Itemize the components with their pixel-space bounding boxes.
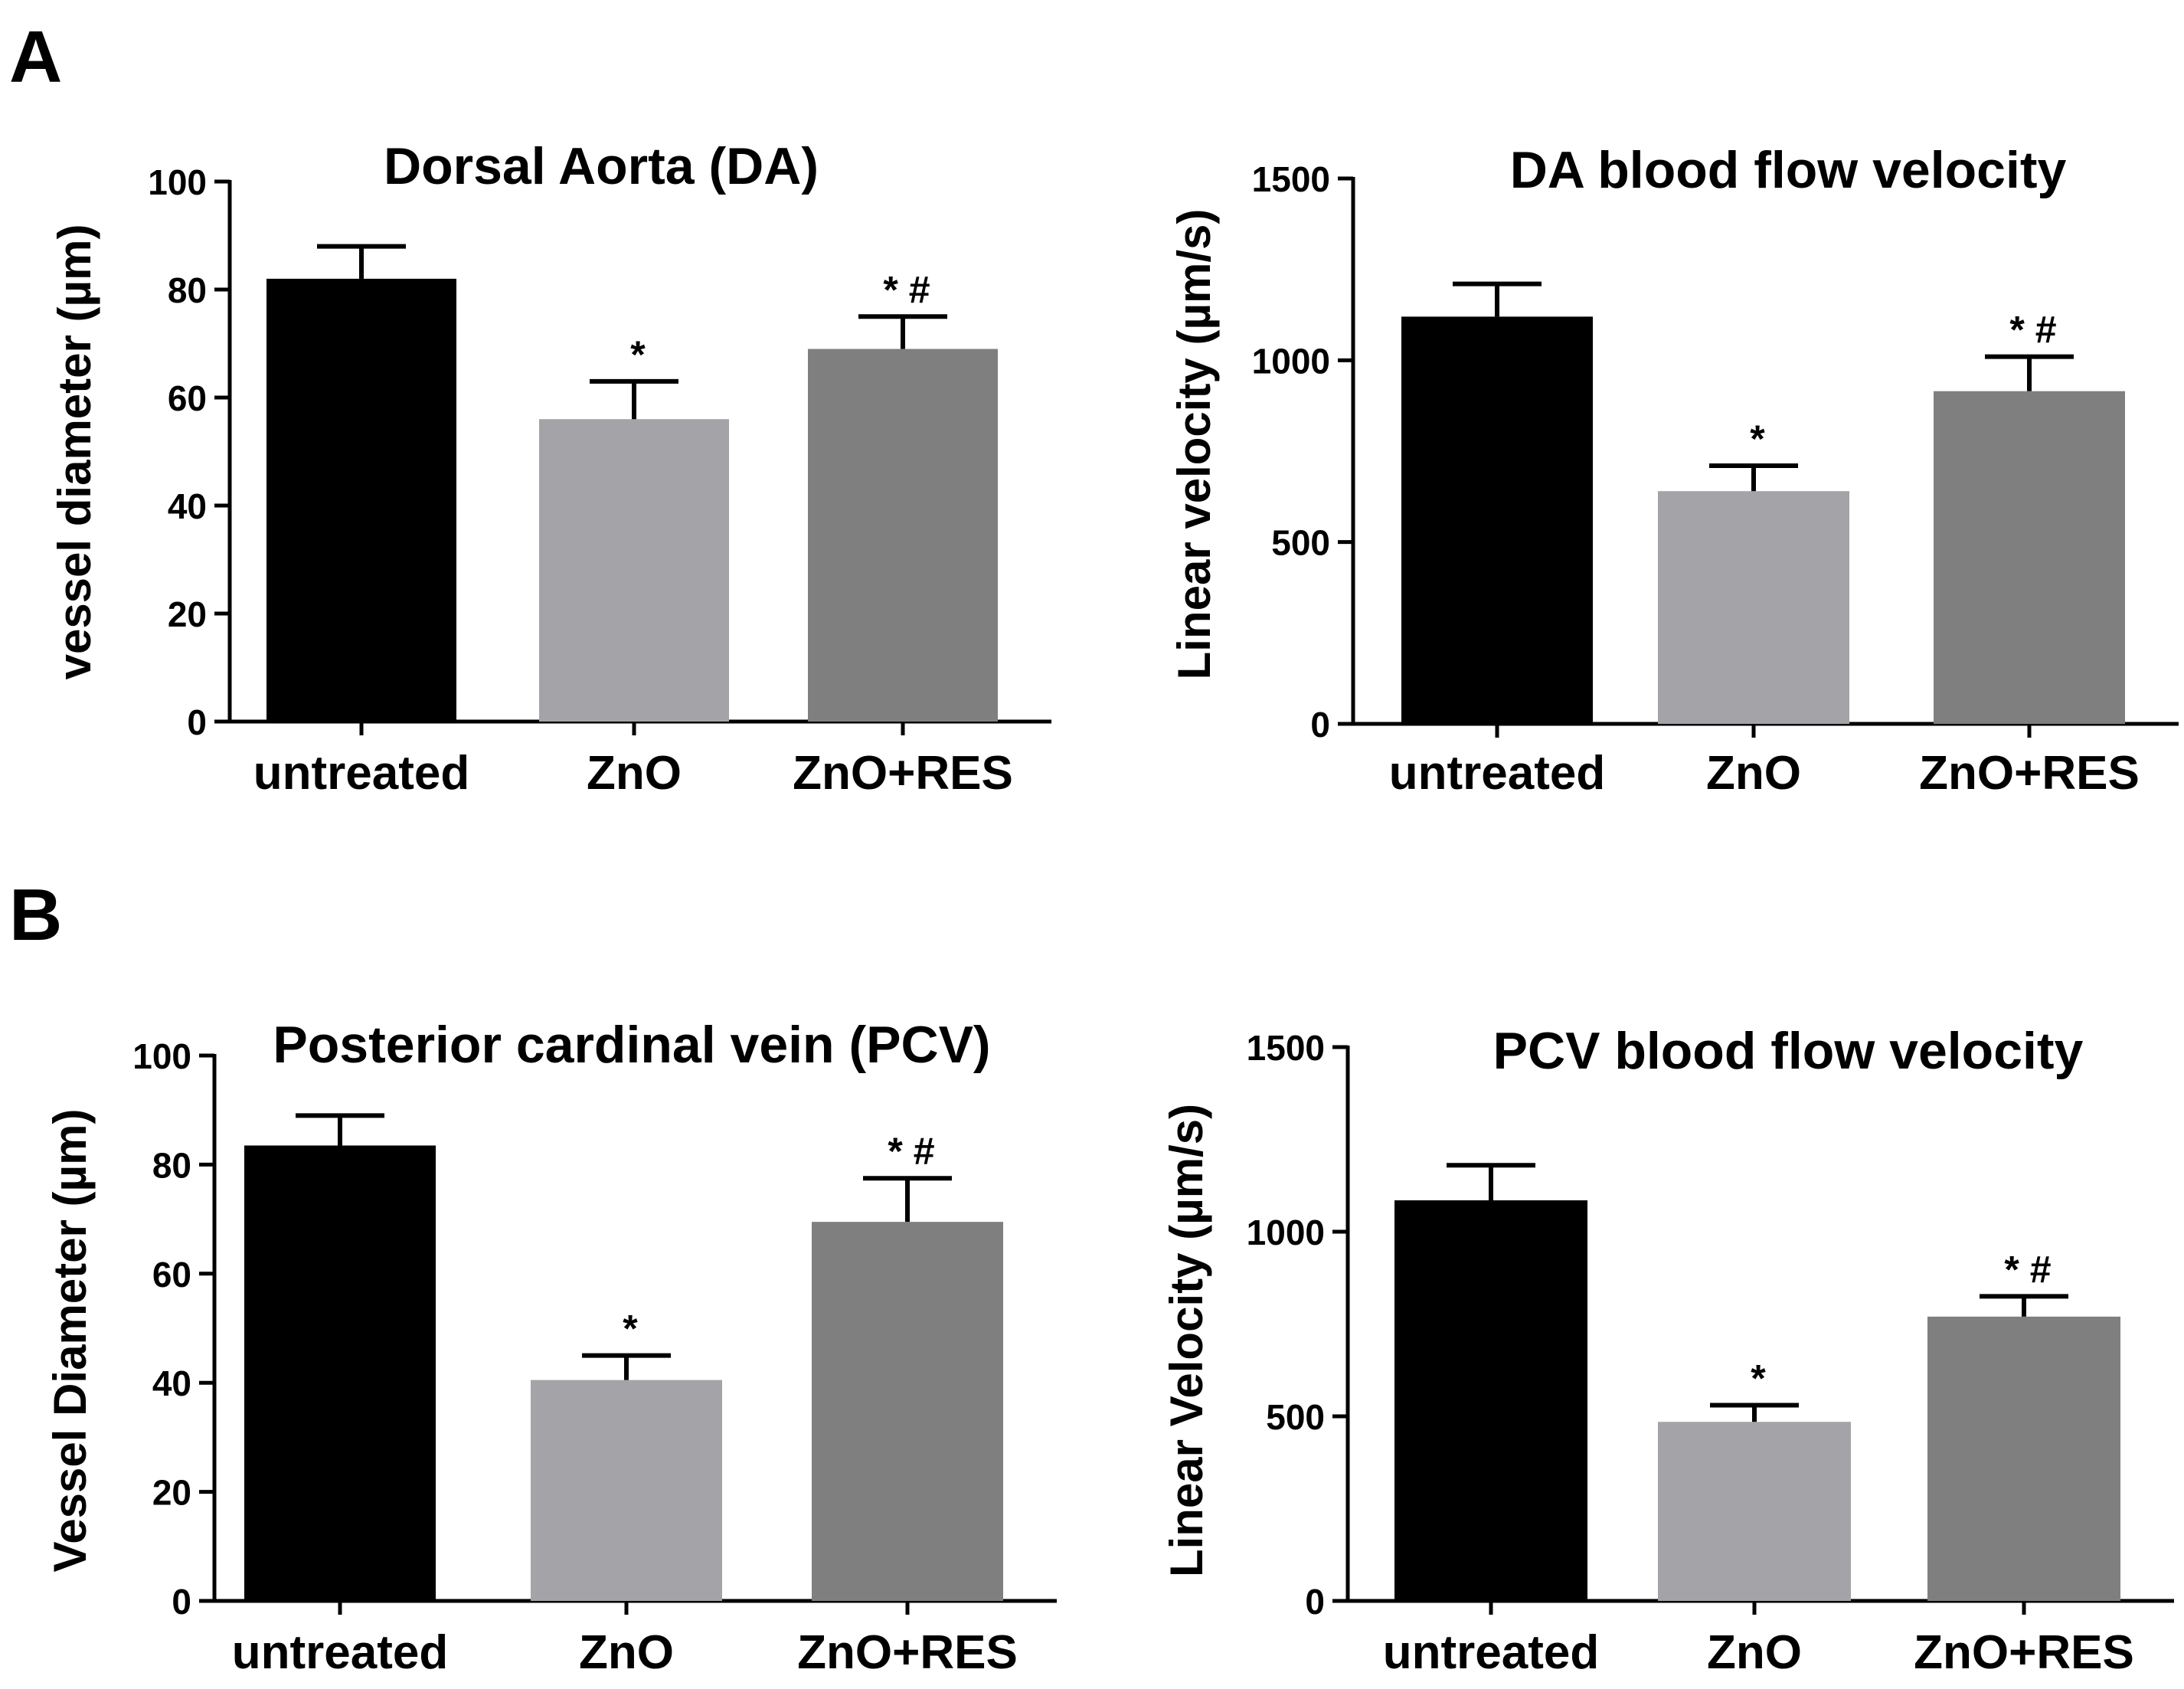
- pcv-velocity-annotation-2: * #: [2004, 1248, 2051, 1291]
- da-diameter-annotation-2: * #: [883, 268, 930, 311]
- da-velocity-category-label-2: ZnO+RES: [1919, 747, 2140, 800]
- pcv-diameter-ytick-label: 40: [152, 1363, 191, 1403]
- da-velocity-category-label-1: ZnO: [1706, 747, 1801, 800]
- panel-label-b: B: [9, 874, 63, 956]
- pcv-velocity-bar-1: [1658, 1422, 1851, 1601]
- da-diameter-title: Dorsal Aorta (DA): [384, 137, 819, 195]
- da-velocity-bar-1: [1658, 491, 1849, 724]
- pcv-velocity-category-label-2: ZnO+RES: [1914, 1626, 2134, 1679]
- pcv-velocity-ytick-label: 1000: [1247, 1213, 1325, 1252]
- pcv-diameter-annotation-2: * #: [888, 1130, 934, 1173]
- da-diameter-ytick-label: 20: [168, 594, 207, 634]
- da-velocity-ylabel: Linear velocity (µm/s): [1169, 209, 1220, 680]
- pcv-diameter-ylabel: Vessel Diameter (µm): [44, 1109, 96, 1573]
- da-velocity-ytick-label: 1000: [1252, 341, 1330, 381]
- pcv-diameter-annotation-1: *: [623, 1308, 638, 1350]
- pcv-velocity-ylabel: Linear Velocity (µm/s): [1161, 1104, 1212, 1577]
- da-velocity-annotation-2: * #: [2009, 309, 2056, 352]
- da-diameter-ytick-label: 100: [148, 162, 207, 202]
- pcv-diameter-category-label-0: untreated: [232, 1626, 448, 1679]
- pcv-velocity-bar-2: [1927, 1316, 2120, 1601]
- pcv-diameter-bar-0: [244, 1145, 436, 1601]
- da-diameter-ytick-label: 40: [168, 486, 207, 526]
- pcv-velocity-ytick-label: 500: [1266, 1397, 1325, 1437]
- da-diameter-ytick-label: 0: [187, 702, 207, 742]
- da-diameter-ytick-label: 80: [168, 270, 207, 310]
- pcv-diameter-bar-2: [812, 1222, 1003, 1601]
- da-velocity-ytick-label: 0: [1310, 705, 1330, 745]
- da-diameter-category-label-0: untreated: [253, 747, 469, 800]
- pcv-diameter-title: Posterior cardinal vein (PCV): [273, 1016, 990, 1074]
- pcv-velocity-title: PCV blood flow velocity: [1493, 1022, 2084, 1080]
- pcv-diameter-ytick-label: 60: [152, 1255, 191, 1295]
- da-velocity-annotation-1: *: [1750, 417, 1765, 460]
- da-diameter-bar-2: [808, 349, 998, 722]
- pcv-velocity-category-label-0: untreated: [1383, 1626, 1599, 1679]
- pcv-diameter-ytick-label: 100: [132, 1036, 191, 1076]
- da-diameter-ylabel: vessel diameter (µm): [49, 224, 100, 680]
- da-velocity-bar-2: [1934, 391, 2125, 724]
- da-diameter-annotation-1: *: [630, 333, 646, 376]
- pcv-diameter-chart: Posterior cardinal vein (PCV) Vessel Diam…: [44, 1016, 1057, 1679]
- pcv-velocity-annotation-1: *: [1751, 1357, 1766, 1400]
- da-velocity-bar-0: [1401, 316, 1593, 725]
- da-diameter-bar-0: [266, 278, 456, 722]
- pcv-diameter-ytick-label: 20: [152, 1473, 191, 1513]
- pcv-diameter-ytick-label: 80: [152, 1145, 191, 1185]
- da-diameter-ytick-label: 60: [168, 378, 207, 418]
- da-velocity-category-label-0: untreated: [1389, 747, 1605, 800]
- pcv-velocity-ytick-label: 0: [1305, 1582, 1325, 1622]
- pcv-velocity-ytick-label: 1500: [1247, 1028, 1325, 1068]
- pcv-diameter-ytick-label: 0: [172, 1582, 191, 1622]
- da-diameter-category-label-1: ZnO: [587, 747, 682, 800]
- da-velocity-ytick-label: 1500: [1252, 159, 1330, 199]
- pcv-diameter-category-label-1: ZnO: [579, 1626, 674, 1679]
- pcv-velocity-category-label-1: ZnO: [1707, 1626, 1802, 1679]
- pcv-velocity-chart: PCV blood flow velocity Linear Velocity (…: [1161, 1022, 2174, 1679]
- pcv-velocity-bar-0: [1394, 1200, 1587, 1601]
- pcv-diameter-category-label-2: ZnO+RES: [797, 1626, 1018, 1679]
- da-velocity-title: DA blood flow velocity: [1510, 141, 2067, 199]
- da-diameter-category-label-2: ZnO+RES: [793, 747, 1013, 800]
- pcv-diameter-bar-1: [531, 1380, 722, 1601]
- da-diameter-bar-1: [539, 419, 729, 722]
- da-velocity-ytick-label: 500: [1271, 523, 1330, 563]
- panel-label-a: A: [9, 16, 63, 98]
- da-velocity-chart: DA blood flow velocity Linear velocity (µ…: [1169, 141, 2179, 800]
- da-diameter-chart: Dorsal Aorta (DA) vessel diameter (µm) 0 20…: [49, 137, 1051, 800]
